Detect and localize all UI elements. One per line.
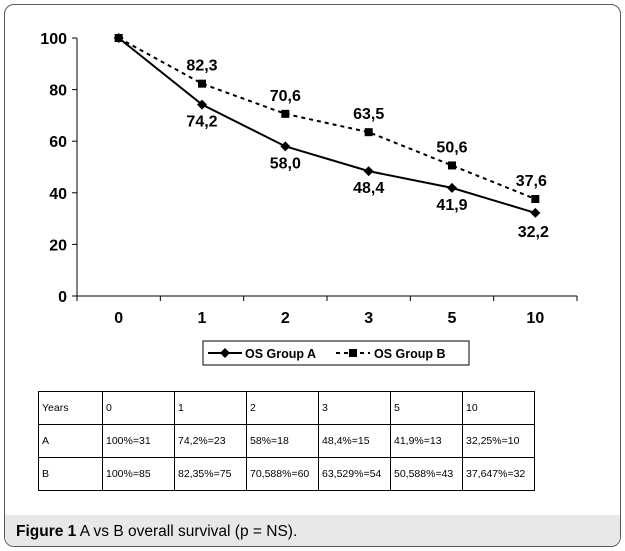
table-row: A 100%=31 74,2%=23 58%=18 48,4%=15 41,9%=13 32…: [38, 424, 535, 458]
table-cell: 41,9%=13: [390, 424, 463, 458]
table-cell: 63,529%=54: [318, 457, 391, 491]
marker-square: [114, 34, 123, 42]
data-label: 41,9: [436, 197, 467, 214]
legend-label-a: OS Group A: [245, 347, 316, 361]
series-line-os-group-b: [118, 37, 536, 200]
marker-diamond: [530, 207, 541, 218]
table-row: Years 0 1 2 3 5 10: [38, 391, 535, 425]
figure-frame: 0 20 40 60 80 100 0 1 2 3 5 10 74,2 58,0 48,4 41,9 32,2…: [4, 4, 621, 547]
table-row: B 100%=85 82,35%=75 70,588%=60 63,529%=54 50,…: [38, 457, 535, 491]
caption-text: A vs B overall survival (p = NS).: [76, 523, 298, 540]
table-cell: 100%=31: [102, 424, 175, 458]
line-chart: 0 20 40 60 80 100 0 1 2 3 5 10 74,2 58,0 48,4 41,9 32,2…: [40, 31, 578, 366]
data-label: 58,0: [270, 155, 301, 172]
x-tick-label: 10: [526, 310, 544, 327]
data-label: 82,3: [186, 58, 217, 75]
y-tick-label: 40: [49, 186, 67, 203]
legend-marker-diamond: [220, 348, 230, 358]
table-cell: 58%=18: [246, 424, 319, 458]
y-tick-label: 0: [58, 289, 67, 306]
x-tick-label: 2: [281, 310, 290, 327]
table-cell: 70,588%=60: [246, 457, 319, 491]
table-cell: 1: [174, 391, 247, 425]
caption-bar: Figure 1 A vs B overall survival (p = NS…: [5, 515, 620, 546]
marker-diamond: [280, 141, 291, 152]
data-label: 63,5: [353, 106, 384, 123]
data-label: 48,4: [353, 180, 384, 197]
table-cell: 48,4%=15: [318, 424, 391, 458]
table-cell: 0: [102, 391, 175, 425]
x-tick-label: 3: [364, 310, 373, 327]
table-cell: B: [38, 457, 103, 491]
table-cell: 50,588%=43: [390, 457, 463, 491]
table-cell: 37,647%=32: [462, 457, 535, 491]
table-cell: 82,35%=75: [174, 457, 247, 491]
figure-label: Figure 1: [16, 523, 77, 540]
table-cell: 10: [462, 391, 535, 425]
marker-diamond: [447, 182, 457, 193]
y-tick-label: 80: [49, 83, 67, 100]
marker-diamond: [363, 166, 374, 177]
x-tick-label: 5: [448, 310, 457, 327]
figure-caption: Figure 1 A vs B overall survival (p = NS…: [16, 523, 297, 541]
marker-square: [531, 194, 540, 203]
y-tick-label: 60: [49, 134, 67, 151]
table-cell: 3: [318, 391, 391, 425]
data-label: 50,6: [436, 139, 467, 156]
marker-square: [281, 109, 290, 118]
table-cell: 5: [390, 391, 463, 425]
data-label: 32,2: [518, 224, 549, 241]
legend-label-b: OS Group B: [374, 347, 446, 361]
x-tick-label: 1: [198, 310, 207, 327]
table-cell: Years: [38, 391, 103, 425]
table-cell: A: [38, 424, 103, 458]
series-line-os-group-a: [118, 37, 536, 214]
table-cell: 100%=85: [102, 457, 175, 491]
table-cell: 74,2%=23: [174, 424, 247, 458]
data-label: 70,6: [270, 88, 301, 105]
y-tick-label: 100: [40, 31, 67, 48]
data-label: 74,2: [186, 114, 217, 131]
marker-square: [364, 128, 373, 137]
data-label: 37,6: [516, 173, 547, 190]
marker-square: [448, 161, 456, 170]
survival-table: Years 0 1 2 3 5 10 A 100%=31 74,2%=23 58%=18 48,4%=…: [38, 391, 535, 491]
y-tick-label: 20: [49, 237, 67, 254]
marker-diamond: [197, 99, 207, 110]
x-tick-label: 0: [114, 310, 123, 327]
table-cell: 32,25%=10: [462, 424, 535, 458]
marker-square: [198, 79, 206, 88]
table-cell: 2: [246, 391, 319, 425]
legend-marker-square: [349, 349, 357, 357]
